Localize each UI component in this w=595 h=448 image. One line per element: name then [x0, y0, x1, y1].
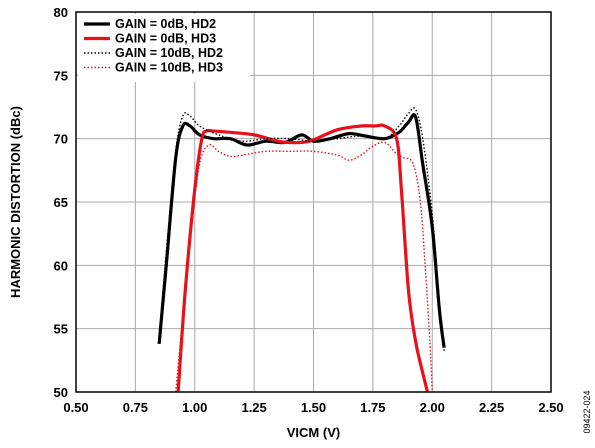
y-tick-label-6: 80: [54, 5, 68, 20]
x-tick-label-6: 2.00: [420, 400, 445, 415]
series-line-0: [157, 113, 446, 348]
plot-frame: [75, 11, 552, 393]
legend-label-1: GAIN = 0dB, HD3: [115, 32, 216, 46]
y-tick-label-2: 60: [54, 258, 68, 273]
y-tick-label-0: 50: [54, 385, 68, 400]
figure-id: 09422-024: [582, 390, 592, 433]
legend-label-0: GAIN = 0dB, HD2: [115, 17, 216, 31]
series-line-3: [175, 141, 433, 393]
x-tick-label-4: 1.50: [301, 400, 326, 415]
legend-label-3: GAIN = 10dB, HD3: [115, 61, 223, 75]
y-axis-title: HARMONIC DISTORTION (dBc): [8, 106, 23, 298]
y-tick-label-4: 70: [54, 132, 68, 147]
x-tick-label-5: 1.75: [360, 400, 385, 415]
x-tick-label-8: 2.50: [538, 400, 563, 415]
x-tick-label-0: 0.50: [63, 400, 88, 415]
x-tick-label-1: 0.75: [123, 400, 148, 415]
y-tick-labels: 50 55 60 65 70 75 80: [54, 5, 68, 400]
series-line-1: [176, 123, 430, 393]
series-layer: [157, 107, 446, 393]
x-tick-label-7: 2.25: [479, 400, 504, 415]
x-tick-label-2: 1.00: [182, 400, 207, 415]
y-tick-label-5: 75: [54, 68, 68, 83]
x-axis-title: VICM (V): [287, 425, 340, 440]
x-tick-labels: 0.50 0.75 1.00 1.25 1.50 1.75 2.00 2.25 2.50: [63, 400, 563, 415]
y-tick-label-3: 65: [54, 195, 68, 210]
legend-label-2: GAIN = 10dB, HD2: [115, 46, 223, 60]
y-tick-label-1: 55: [54, 322, 68, 337]
x-tick-label-3: 1.25: [241, 400, 266, 415]
series-line-2: [158, 107, 445, 352]
